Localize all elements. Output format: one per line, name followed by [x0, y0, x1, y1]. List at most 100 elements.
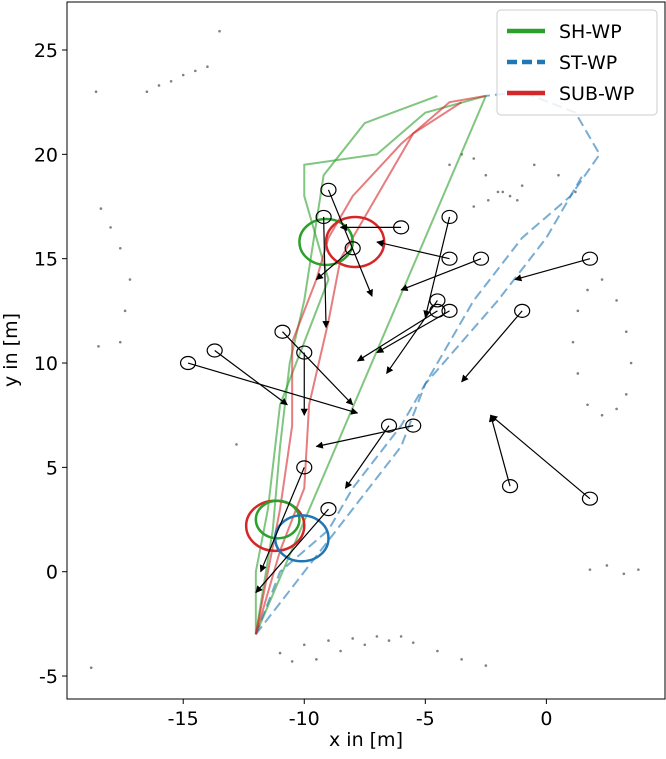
y-tick-label: 0	[46, 562, 58, 584]
pedestrian-heading	[344, 425, 390, 489]
trajectory	[254, 101, 463, 635]
trajectory	[255, 174, 584, 635]
obstacle-point	[624, 393, 628, 396]
trajectory	[254, 90, 601, 635]
obstacle-point	[89, 666, 93, 669]
obstacle-point	[206, 65, 209, 68]
pedestrian-heading	[282, 331, 354, 406]
legend-box	[496, 9, 658, 116]
obstacle-point	[387, 639, 391, 642]
obstacle-point	[576, 309, 580, 313]
legend-label: SUB-WP	[559, 83, 634, 105]
pedestrian-heading	[259, 467, 305, 573]
legend-label: ST-WP	[559, 52, 617, 74]
obstacle-point	[436, 649, 439, 653]
obstacle-point	[605, 564, 609, 567]
y-axis-label: y in [m]	[0, 313, 22, 387]
pedestrian	[315, 209, 332, 225]
obstacle-point	[157, 84, 161, 87]
obstacle-point	[302, 643, 306, 647]
pedestrian	[405, 418, 422, 433]
pedestrian	[441, 303, 458, 318]
pedestrian	[581, 251, 599, 266]
pedestrian-heading	[423, 216, 451, 318]
pedestrian	[320, 501, 337, 517]
obstacle-point	[118, 246, 122, 250]
pedestrian-heading	[187, 362, 359, 415]
obstacle-point	[574, 190, 577, 194]
pedestrian	[320, 182, 337, 197]
pedestrian	[429, 293, 446, 308]
pedestrian-heading	[386, 300, 438, 375]
robot-circle	[254, 499, 301, 540]
pedestrian-heading	[514, 258, 591, 282]
x-tick-label: -5	[416, 708, 435, 730]
obstacle-point	[600, 413, 604, 417]
axes-frame	[66, 1, 666, 700]
pedestrian-heading	[255, 508, 329, 594]
x-axis-label: x in [m]	[329, 729, 403, 751]
obstacle-point	[615, 299, 618, 302]
obstacle-point	[472, 157, 476, 160]
pedestrian	[296, 460, 313, 475]
obstacle-point	[622, 572, 626, 576]
obstacle-point	[637, 568, 640, 571]
pedestrian	[393, 220, 410, 235]
obstacle-point	[123, 309, 127, 313]
obstacle-point	[586, 403, 589, 407]
pedestrian	[514, 303, 531, 318]
obstacle-point	[363, 643, 367, 647]
obstacle-point	[600, 278, 604, 281]
x-tick-label: -10	[289, 708, 320, 730]
pedestrian-heading	[488, 414, 511, 487]
y-tick-label: 25	[34, 40, 58, 62]
obstacle-point	[588, 568, 592, 571]
obstacle-point	[109, 226, 112, 229]
pedestrian	[581, 491, 599, 506]
obstacle-point	[218, 29, 221, 33]
obstacle-point	[615, 407, 618, 411]
y-tick-label: 20	[34, 144, 58, 166]
obstacle-point	[520, 184, 524, 187]
obstacle-point	[169, 79, 173, 83]
obstacle-point	[118, 340, 122, 344]
pedestrian	[472, 251, 490, 266]
obstacle-point	[375, 635, 379, 638]
obstacle-point	[508, 194, 512, 198]
pedestrian-heading	[490, 414, 591, 500]
pedestrian-heading	[376, 239, 450, 260]
obstacle-point	[460, 658, 463, 661]
trajectory	[254, 94, 487, 635]
obstacle-point	[94, 90, 98, 94]
pedestrian-heading	[214, 350, 288, 406]
pedestrian-heading	[461, 310, 523, 383]
obstacle-point	[571, 340, 575, 344]
pedestrian	[441, 209, 458, 225]
obstacle-point	[532, 163, 536, 167]
obstacle-point	[194, 69, 197, 73]
pedestrian	[380, 418, 398, 433]
pedestrian	[179, 355, 197, 371]
pedestrian-heading	[400, 258, 482, 291]
y-tick-label: 5	[46, 457, 58, 479]
obstacle-point	[145, 90, 149, 94]
obstacle-point	[351, 637, 354, 640]
y-tick-label: 15	[34, 249, 58, 271]
pedestrian	[344, 241, 361, 256]
legend-label: SH-WP	[559, 21, 622, 43]
obstacle-point	[629, 361, 633, 365]
obstacle-point	[411, 641, 415, 644]
obstacle-point	[586, 288, 589, 292]
obstacle-point	[327, 639, 330, 642]
obstacle-point	[486, 198, 490, 202]
y-tick-label: -5	[39, 666, 58, 688]
obstacle-point	[339, 649, 342, 653]
x-tick-label: 0	[540, 708, 552, 730]
obstacle-point	[290, 660, 294, 663]
obstacle-point	[97, 345, 100, 348]
pedestrian-heading	[315, 247, 354, 281]
obstacle-point	[576, 372, 580, 375]
obstacle-point	[501, 190, 505, 194]
obstacle-point	[516, 198, 519, 202]
